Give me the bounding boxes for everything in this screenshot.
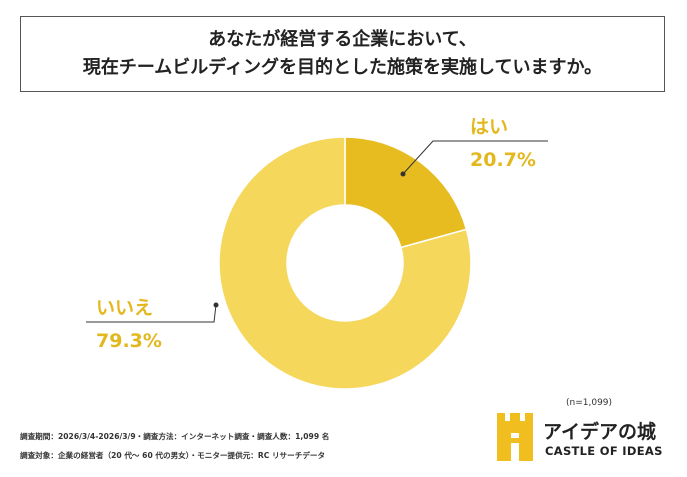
sample-size-note: (n=1,099) xyxy=(566,398,613,408)
brand-subtitle: CASTLE OF IDEAS xyxy=(545,444,663,458)
donut-slice-0 xyxy=(344,136,468,249)
leader-line-1 xyxy=(86,304,217,323)
title-box: あなたが経営する企業において、 現在チームビルディングを目的とした施策を実施して… xyxy=(20,16,665,92)
value-label-0: 20.7% xyxy=(470,149,536,171)
donut-slice-1 xyxy=(218,136,472,390)
title-line-1: あなたが経営する企業において、 xyxy=(208,29,477,50)
leader-line-0 xyxy=(402,140,548,175)
castle-logo-icon xyxy=(497,413,533,461)
survey-info-line-2: 調査対象：企業の経営者（20 代〜 60 代の男女）・モニター提供元：RC リサ… xyxy=(20,451,326,460)
value-label-1: 79.3% xyxy=(96,330,162,352)
category-label-はい: はい xyxy=(470,116,508,138)
brand-name: アイデアの城 xyxy=(543,421,657,443)
category-label-いいえ: いいえ xyxy=(96,297,153,319)
title-line-2: 現在チームビルディングを目的とした施策を実施していますか。 xyxy=(82,57,603,78)
survey-info-line-1: 調査期間：2026/3/4-2026/3/9・調査方法：インターネット調査・調査… xyxy=(20,432,330,441)
